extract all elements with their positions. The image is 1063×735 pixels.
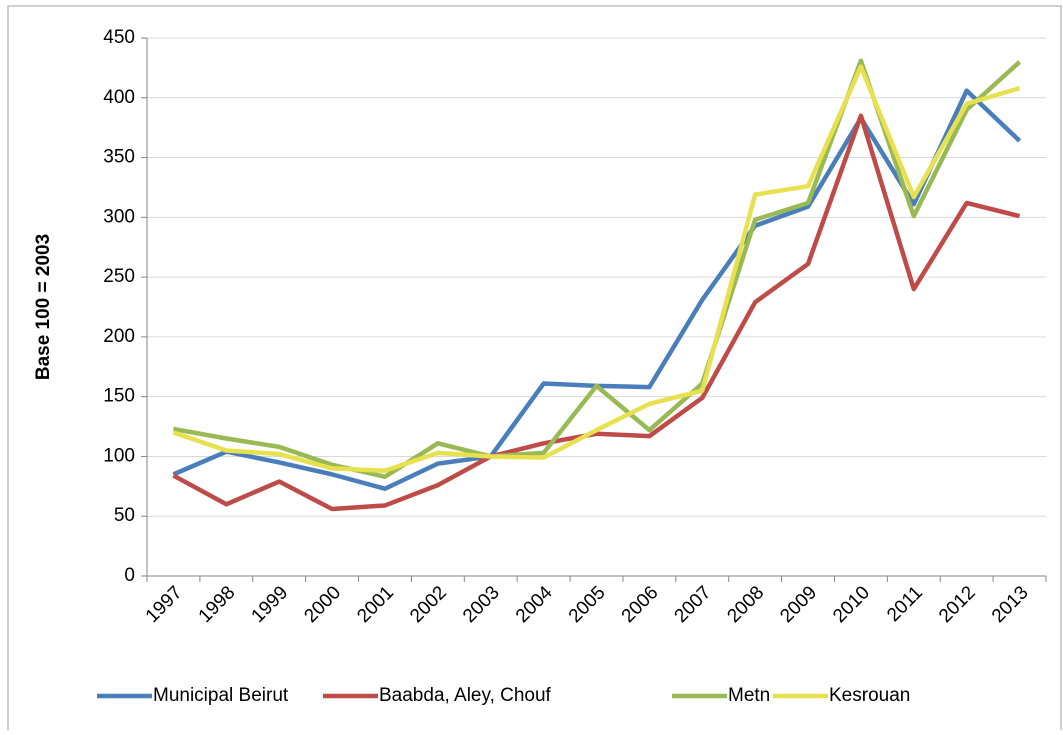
x-tick-label: 2007 xyxy=(671,582,716,627)
x-tick-label: 2004 xyxy=(512,582,557,627)
legend-label: Kesrouan xyxy=(829,685,910,706)
chart-frame xyxy=(7,5,1062,730)
y-tick-label: 400 xyxy=(103,87,135,108)
x-tick-label: 2006 xyxy=(618,582,663,627)
series-line xyxy=(172,64,1021,474)
x-tick-label: 2001 xyxy=(353,582,398,627)
x-tick-label: 2009 xyxy=(776,582,821,627)
x-tick-label: 2012 xyxy=(935,582,980,627)
y-tick-label: 50 xyxy=(114,505,135,526)
y-tick-label: 200 xyxy=(103,326,135,347)
x-tick-label: 2002 xyxy=(406,582,451,627)
x-tick-label: 1997 xyxy=(142,582,187,627)
y-tick-label: 300 xyxy=(103,206,135,227)
y-tick-label: 0 xyxy=(124,565,135,586)
y-tick-label: 100 xyxy=(103,445,135,466)
x-tick-label: 2008 xyxy=(723,582,768,627)
x-tick-label: 2010 xyxy=(829,582,874,627)
series-line xyxy=(172,113,1021,512)
x-tick-label: 1998 xyxy=(195,582,240,627)
legend-label: Baabda, Aley, Chouf xyxy=(379,685,552,706)
x-tick-label: 2005 xyxy=(565,582,610,627)
x-tick-label: 2003 xyxy=(459,582,504,627)
y-tick-label: 250 xyxy=(103,266,135,287)
x-tick-label: 2000 xyxy=(300,582,345,627)
y-tick-label: 450 xyxy=(103,27,135,48)
y-tick-label: 150 xyxy=(103,386,135,407)
legend-label: Municipal Beirut xyxy=(153,685,289,706)
x-tick-label: 2011 xyxy=(883,582,927,626)
y-axis-label: Base 100 = 2003 xyxy=(33,234,54,380)
y-tick-label: 350 xyxy=(103,147,135,168)
legend-label: Metn xyxy=(728,685,770,706)
series-line xyxy=(173,58,1022,480)
x-tick-label: 2013 xyxy=(988,582,1033,627)
x-tick-label: 1999 xyxy=(248,582,293,627)
